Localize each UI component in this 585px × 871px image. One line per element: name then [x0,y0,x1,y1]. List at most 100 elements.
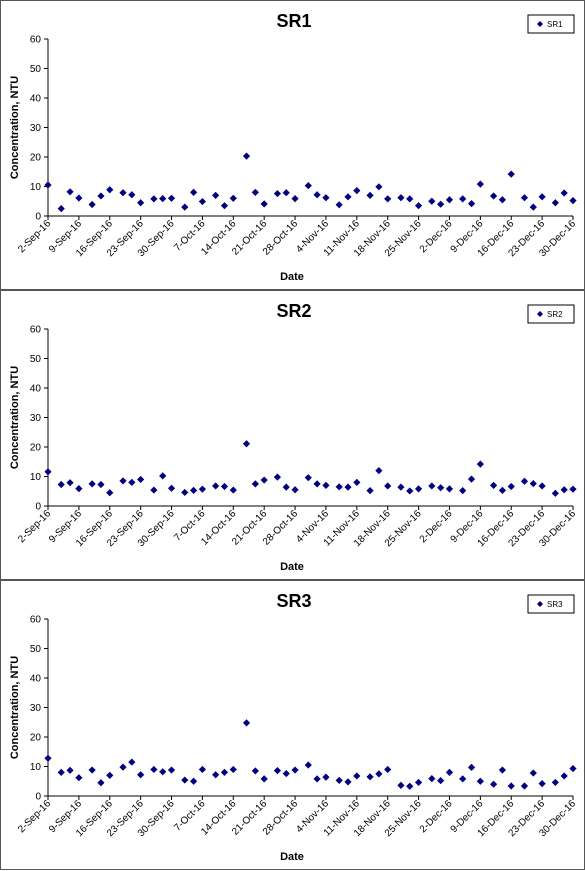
data-point [189,777,198,785]
data-point [384,195,392,203]
data-point [489,192,498,200]
chart-svg: SR301020304050602-Sep-169-Sep-1616-Sep-1… [9,591,578,863]
data-point [538,193,546,201]
data-point [569,764,577,773]
x-tick-label: 2-Sep-16 [16,798,53,835]
data-point [181,488,189,497]
data-point [167,766,176,774]
data-point [159,768,167,776]
data-point [551,199,559,207]
data-point [437,200,445,208]
data-point [335,776,343,784]
data-point [97,192,105,200]
data-point [229,486,237,494]
data-point [445,485,454,493]
data-point [344,193,352,201]
data-point [498,766,507,774]
data-point [106,771,114,779]
chart-title: SR2 [276,301,311,321]
data-point [414,202,423,210]
y-tick-label: 30 [30,123,42,134]
data-point [560,486,568,494]
data-point [560,772,568,780]
x-tick-label: 2-Sep-16 [16,508,53,545]
data-point [560,189,568,197]
data-point [406,782,414,790]
data-point [304,182,312,190]
data-point [489,780,498,788]
data-point [212,191,220,199]
data-point [150,486,158,494]
data-point [181,203,189,211]
data-point [507,782,515,790]
data-point [229,765,237,774]
data-point [445,196,454,204]
data-point [384,482,392,490]
data-point [106,489,114,497]
data-point [167,194,176,202]
chart-title: SR3 [276,591,311,611]
data-point [291,766,299,774]
data-point [520,782,529,790]
data-point [467,475,476,483]
y-axis-label: Concentration, NTU [9,76,21,179]
legend-marker [537,601,543,607]
data-point [273,189,282,198]
data-point [242,719,251,727]
data-point [459,775,467,783]
legend-label: SR2 [547,310,563,319]
data-point [88,200,96,209]
chart-svg: SR101020304050602-Sep-169-Sep-1616-Sep-1… [9,11,578,283]
y-tick-label: 20 [30,153,42,164]
data-point [406,195,414,203]
data-point [366,487,374,495]
data-point [538,780,546,788]
data-point [498,196,507,204]
data-point [313,480,321,488]
chart-panel-sr1: SR1 0 10 20 30 40 50 60 2-Sep-16 9-Sep-16 16-Sep-1… [0,0,585,290]
data-point [529,769,537,777]
data-point [159,194,167,203]
data-point [282,769,290,778]
data-point [397,781,405,789]
y-tick-label: 50 [30,644,42,655]
data-point [384,765,392,774]
data-point [344,483,352,491]
data-point [476,180,484,188]
y-axis-label: Concentration, NTU [9,366,21,469]
data-point [242,440,251,448]
data-point [260,200,268,208]
data-point [428,197,436,205]
y-tick-label: 50 [30,354,42,365]
data-point [119,189,127,197]
data-point [229,194,237,202]
data-point [57,480,65,489]
data-point [220,202,229,210]
data-point [414,485,423,493]
chart-panel-sr3: SR3 0 10 20 30 40 50 60 2-Sep-16 9-Sep-16 16-Sep-1… [0,580,585,870]
data-point [44,754,52,762]
data-point [375,183,383,191]
data-point [137,771,145,779]
legend-box [527,304,575,324]
data-point [322,194,330,202]
data-point [75,194,83,202]
chart-panel-sr2: SR2 0 10 20 30 40 50 60 2-Sep-16 9-Sep-16 16-Sep-1… [0,290,585,580]
data-point [128,758,136,766]
data-point [291,486,299,494]
data-point [445,768,454,776]
x-axis-label: Date [280,851,304,863]
data-point [476,777,484,785]
data-point [375,467,383,475]
data-point [97,779,105,787]
data-point [313,775,321,783]
data-point [520,477,529,485]
data-point [282,483,290,491]
data-point [322,481,330,489]
data-point [406,487,414,495]
legend-marker [537,311,543,317]
data-point [459,487,467,495]
data-point [353,187,361,195]
data-point [128,478,136,486]
data-point [88,480,96,488]
